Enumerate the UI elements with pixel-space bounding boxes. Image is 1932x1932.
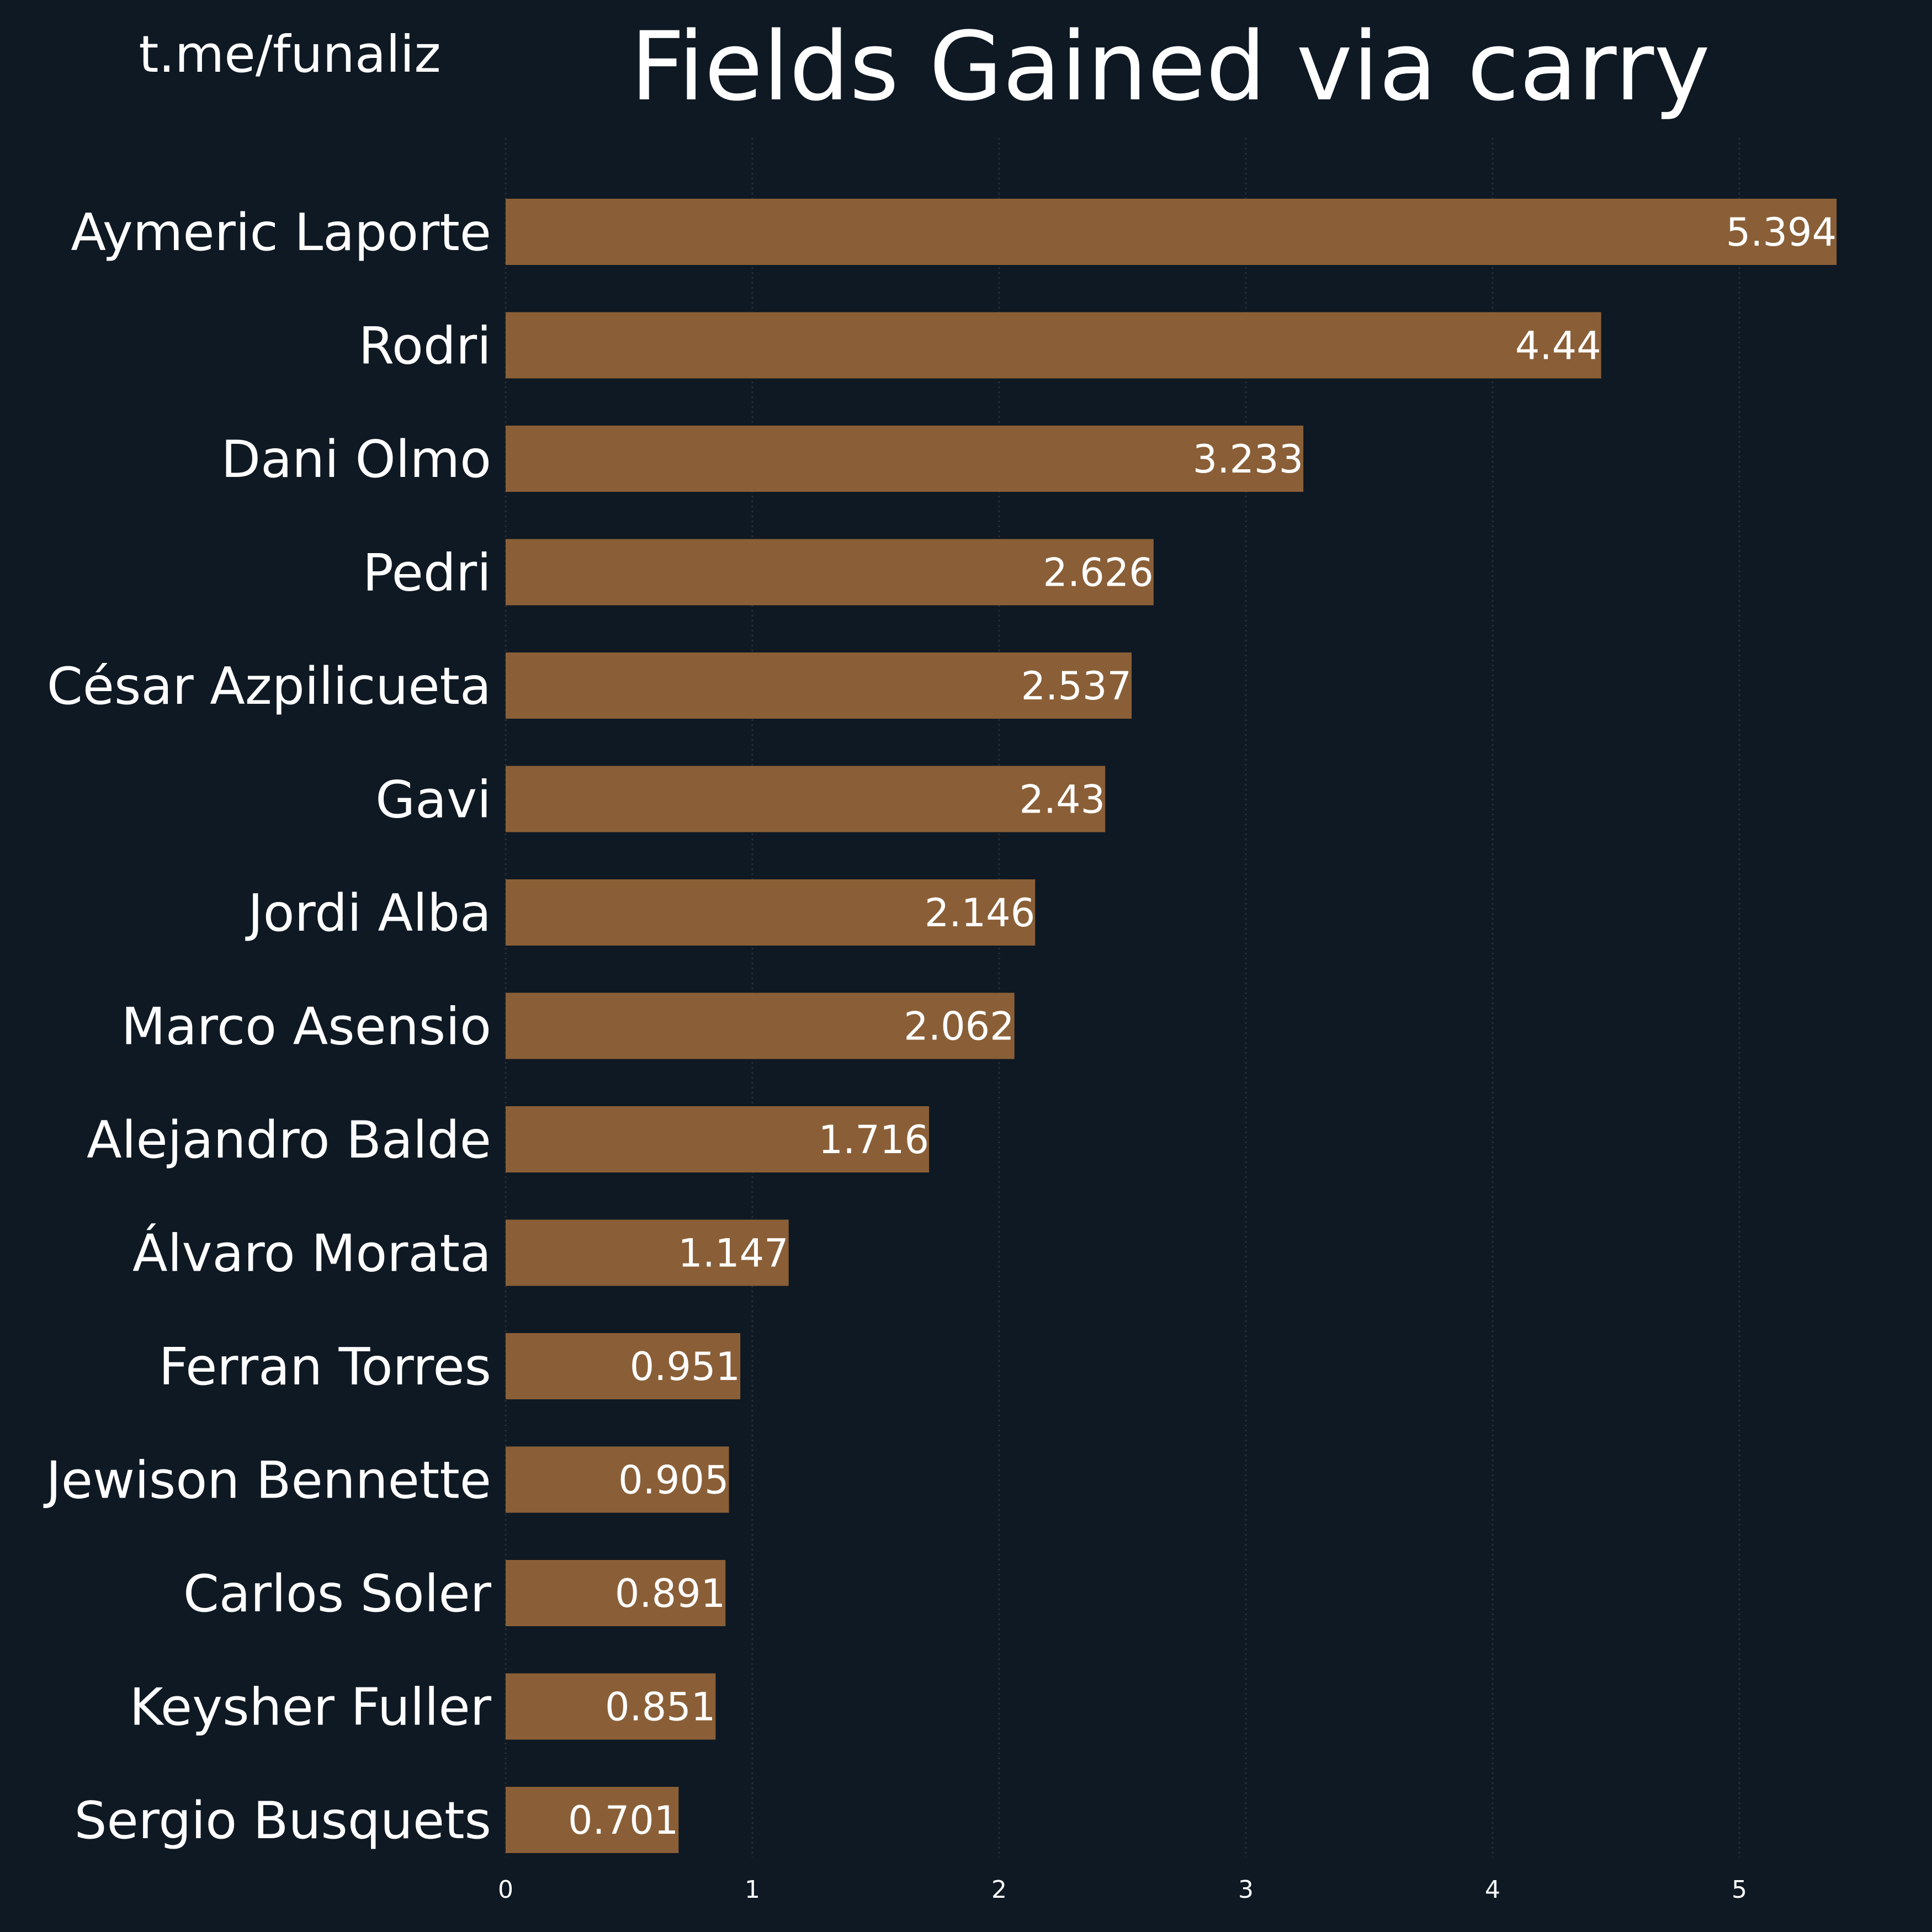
bar xyxy=(506,766,1106,832)
category-label: Sergio Busquets xyxy=(75,1791,492,1850)
bar xyxy=(506,1673,716,1740)
bar xyxy=(506,1333,741,1399)
category-label: Gavi xyxy=(375,770,491,830)
category-label: César Azpilicueta xyxy=(47,656,491,716)
bar xyxy=(506,312,1601,379)
category-label: Rodri xyxy=(359,316,491,376)
value-label: 3.233 xyxy=(1193,437,1303,482)
category-label: Álvaro Morata xyxy=(132,1224,491,1283)
category-label: Jordi Alba xyxy=(245,883,491,943)
category-label: Carlos Soler xyxy=(183,1564,492,1623)
bar xyxy=(506,879,1036,946)
x-tick-label: 2 xyxy=(991,1876,1007,1904)
x-tick-label: 4 xyxy=(1485,1876,1500,1904)
bar xyxy=(506,1219,789,1286)
bar xyxy=(506,1560,726,1626)
bar xyxy=(506,652,1132,719)
category-label: Keysher Fuller xyxy=(130,1678,492,1737)
value-label: 0.905 xyxy=(618,1458,729,1503)
category-label: Dani Olmo xyxy=(221,429,491,489)
bar xyxy=(506,1446,729,1513)
value-label: 1.716 xyxy=(819,1117,929,1163)
value-label: 4.44 xyxy=(1515,323,1601,369)
value-label: 2.062 xyxy=(904,1004,1014,1049)
value-label: 2.537 xyxy=(1021,664,1132,709)
bar xyxy=(506,426,1304,492)
bars: Aymeric Laporte 5.394 Rodri 4.44 Dani Olmo 3.… xyxy=(43,199,1837,1853)
value-label: 0.701 xyxy=(568,1798,678,1843)
value-label: 2.146 xyxy=(925,890,1035,936)
x-tick-label: 0 xyxy=(498,1876,513,1904)
x-tick-label: 3 xyxy=(1238,1876,1254,1904)
x-axis-ticks: 0 1 2 3 4 5 xyxy=(498,1876,1747,1904)
chart-title: Fields Gained via carry xyxy=(630,11,1710,122)
category-label: Aymeric Laporte xyxy=(71,203,491,262)
category-label: Alejandro Balde xyxy=(87,1110,491,1170)
watermark-text: t.me/funaliz xyxy=(139,25,440,84)
bar xyxy=(506,992,1015,1059)
category-label: Ferran Torres xyxy=(159,1337,491,1397)
x-tick-label: 5 xyxy=(1732,1876,1747,1904)
bar xyxy=(506,199,1837,265)
category-label: Jewison Bennette xyxy=(43,1451,491,1510)
x-tick-label: 1 xyxy=(745,1876,760,1904)
value-label: 0.891 xyxy=(615,1571,725,1616)
bar xyxy=(506,539,1154,606)
value-label: 0.951 xyxy=(630,1344,740,1389)
bar xyxy=(506,1787,679,1853)
value-label: 0.851 xyxy=(605,1685,715,1730)
value-label: 2.626 xyxy=(1043,550,1153,596)
category-label: Marco Asensio xyxy=(121,997,491,1057)
category-label: Pedri xyxy=(363,543,491,603)
value-label: 5.394 xyxy=(1726,210,1837,255)
bar xyxy=(506,1106,930,1172)
value-label: 2.43 xyxy=(1019,777,1105,822)
value-label: 1.147 xyxy=(678,1231,788,1276)
